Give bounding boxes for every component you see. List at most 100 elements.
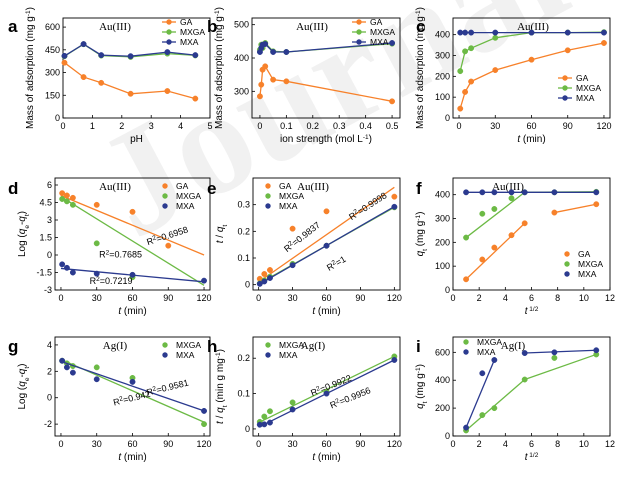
data-point-GA xyxy=(491,244,498,251)
data-point-MXA xyxy=(508,189,515,196)
data-point-MXGA xyxy=(491,206,498,212)
data-point-GA xyxy=(165,242,172,249)
data-point-MXGA xyxy=(479,412,486,419)
data-point-GA xyxy=(98,79,105,86)
y-tick-label: 400 xyxy=(435,375,450,385)
data-point-MXGA xyxy=(63,198,70,205)
y-tick-label: 300 xyxy=(435,51,450,61)
data-point-MXA xyxy=(262,41,269,47)
data-point-MXA xyxy=(98,52,105,59)
legend-swatch-marker xyxy=(562,75,568,81)
x-tick-label: 30 xyxy=(92,439,102,449)
fit-line-MXA xyxy=(60,360,205,412)
panel-letter: c xyxy=(416,17,425,36)
panel-b: b 0 0.1 0.2 0.3 0.4 0.5 300 400 500 ion strength (… xyxy=(207,7,401,146)
x-tick-label: 4 xyxy=(503,293,508,303)
legend-swatch-marker xyxy=(564,271,570,277)
legend-swatch-marker xyxy=(166,29,172,35)
panel-letter: e xyxy=(207,179,216,198)
data-point-MXA xyxy=(463,189,470,196)
data-point-MXA xyxy=(261,278,268,285)
data-point-MXGA xyxy=(261,413,268,420)
y-tick-label: 150 xyxy=(45,90,60,100)
x-tick-label: 6 xyxy=(529,293,534,303)
y-tick-label: 0 xyxy=(445,285,450,295)
data-point-GA xyxy=(262,63,269,70)
panel-title: Ag(I) xyxy=(103,340,128,352)
data-point-MXA xyxy=(391,357,398,363)
y-tick-label: 300 xyxy=(435,214,450,224)
y-tick-label: -1.5 xyxy=(36,268,52,278)
data-point-MXA xyxy=(521,350,528,356)
panel-letter: i xyxy=(416,337,421,356)
x-tick-label: 120 xyxy=(596,121,611,131)
legend-label: MXA xyxy=(176,350,195,360)
x-tick-label: 120 xyxy=(387,293,402,303)
legend-swatch-marker xyxy=(356,39,362,45)
panel-letter: h xyxy=(207,337,217,356)
y-tick-label: 600 xyxy=(435,347,450,357)
data-point-MXA xyxy=(491,189,498,196)
fit-line-MXGA xyxy=(60,196,205,286)
x-tick-label: 8 xyxy=(555,439,560,449)
data-point-MXA xyxy=(61,52,68,59)
legend-label: MXGA xyxy=(477,337,502,347)
legend-label: MXA xyxy=(279,201,298,211)
x-tick-label: 60 xyxy=(127,293,137,303)
segment-line-GA xyxy=(554,203,597,214)
fit-line-GA xyxy=(258,186,395,283)
segment-line-MXGA xyxy=(465,379,526,431)
data-point-GA xyxy=(391,193,398,200)
legend-label: MXA xyxy=(176,201,195,211)
x-tick-label: 6 xyxy=(529,439,534,449)
y-tick-label: 450 xyxy=(45,45,60,55)
y-tick-label: 100 xyxy=(435,92,450,102)
x-tick-label: 0.2 xyxy=(307,121,320,131)
x-tick-label: 10 xyxy=(579,439,589,449)
panel-g: g 0 30 60 90 120 -2 0 2 4 t (min) Log (qe-qt) Ag(I) R… xyxy=(8,336,212,463)
legend-label: MXGA xyxy=(370,27,395,37)
data-point-MXA xyxy=(479,370,486,377)
y-tick-label: 400 xyxy=(234,53,249,63)
panel-title: Au(III) xyxy=(297,181,329,193)
legend-swatch-marker xyxy=(265,342,271,348)
data-point-MXA xyxy=(69,269,76,276)
data-point-MXGA xyxy=(457,68,464,75)
panel-h: h 0 30 60 90 120 0 0.1 0.2 t (min) t / qt (min g m… xyxy=(207,336,402,463)
data-point-GA xyxy=(601,40,607,46)
data-point-GA xyxy=(551,209,558,216)
panel-title: Ag(I) xyxy=(501,340,526,352)
x-axis-label: ion strength (mol L-1) xyxy=(280,134,372,146)
x-axis-label: t (min) xyxy=(312,306,340,317)
r-squared-label: R2=0.7219 xyxy=(90,276,133,287)
data-point-MXA xyxy=(192,52,199,59)
x-tick-label: 60 xyxy=(127,439,137,449)
segment-line-MXGA xyxy=(524,353,597,381)
x-tick-label: 120 xyxy=(197,439,212,449)
data-point-MXA xyxy=(601,29,607,36)
legend-label: MXA xyxy=(279,350,298,360)
data-point-MXA xyxy=(528,29,535,36)
data-point-MXGA xyxy=(551,354,558,361)
x-tick-label: 30 xyxy=(288,293,298,303)
data-point-MXGA xyxy=(267,408,273,415)
y-tick-label: 400 xyxy=(435,30,450,40)
x-tick-label: 0.1 xyxy=(280,121,293,131)
x-axis-label: t (min) xyxy=(517,134,545,145)
x-tick-label: 60 xyxy=(321,293,331,303)
data-point-MXA xyxy=(261,421,268,428)
data-point-MXA xyxy=(267,419,273,426)
x-tick-label: 90 xyxy=(355,439,365,449)
legend-swatch-marker xyxy=(356,19,362,25)
legend-label: GA xyxy=(176,181,189,191)
x-tick-label: 120 xyxy=(387,439,402,449)
data-point-MXA xyxy=(593,347,600,354)
y-tick-label: -3 xyxy=(44,285,52,295)
x-axis-label: t (min) xyxy=(118,306,146,317)
y-tick-label: 6 xyxy=(47,180,52,190)
y-tick-label: 600 xyxy=(45,22,60,32)
panel-letter: f xyxy=(416,179,422,198)
x-tick-label: 0 xyxy=(256,293,261,303)
